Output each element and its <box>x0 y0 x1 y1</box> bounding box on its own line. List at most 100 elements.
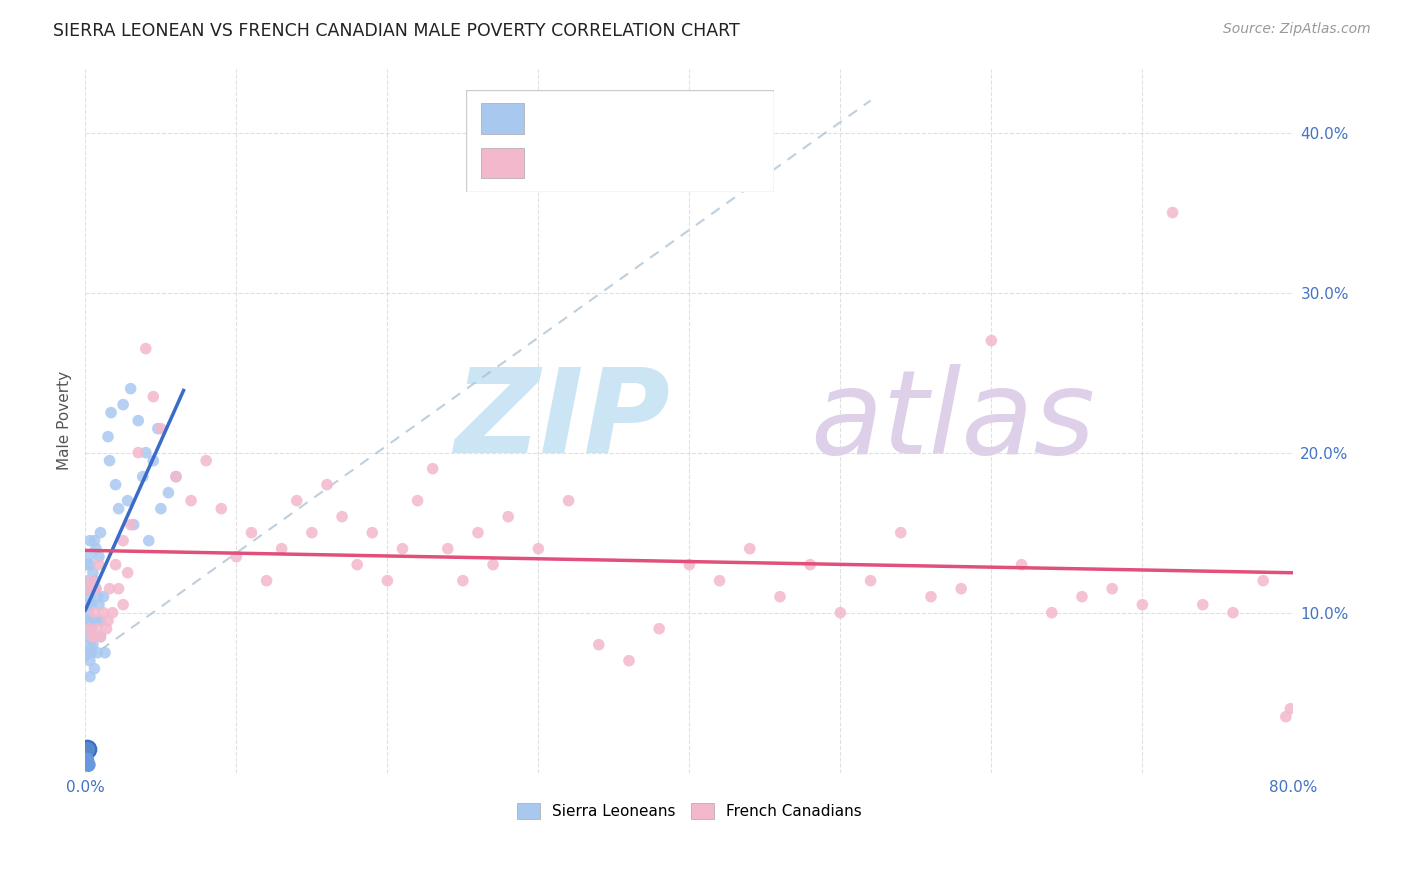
Text: ZIP: ZIP <box>454 363 671 478</box>
Point <box>82 614 104 628</box>
Point <box>330 509 353 524</box>
Point <box>149 501 172 516</box>
Point <box>1222 606 1244 620</box>
Point <box>346 558 368 572</box>
Point <box>77 574 100 588</box>
Point <box>496 509 519 524</box>
Point <box>122 517 145 532</box>
Point <box>93 590 115 604</box>
Point <box>76 582 98 596</box>
Point <box>1101 582 1123 596</box>
Point <box>120 517 142 532</box>
Point <box>82 638 104 652</box>
Point <box>77 582 100 596</box>
Point <box>165 469 187 483</box>
Point <box>82 630 104 644</box>
Point <box>1011 558 1033 572</box>
Point <box>678 558 700 572</box>
Text: SIERRA LEONEAN VS FRENCH CANADIAN MALE POVERTY CORRELATION CHART: SIERRA LEONEAN VS FRENCH CANADIAN MALE P… <box>53 22 740 40</box>
Point <box>1251 574 1274 588</box>
Point <box>76 558 98 572</box>
Point <box>165 469 187 483</box>
Point <box>180 493 202 508</box>
Text: atlas: atlas <box>810 364 1095 477</box>
Point <box>84 582 107 596</box>
Point <box>83 574 105 588</box>
Point <box>112 533 135 548</box>
Point <box>980 334 1002 348</box>
Point <box>98 582 121 596</box>
Point <box>422 461 444 475</box>
Point <box>436 541 458 556</box>
Point <box>79 654 101 668</box>
Point <box>87 558 110 572</box>
Point <box>270 541 292 556</box>
Point <box>1161 205 1184 219</box>
Point <box>361 525 384 540</box>
Point <box>83 533 105 548</box>
Point <box>86 646 108 660</box>
Point <box>79 558 101 572</box>
Point <box>256 574 278 588</box>
Y-axis label: Male Poverty: Male Poverty <box>58 371 72 470</box>
Point <box>138 533 160 548</box>
Point <box>1132 598 1154 612</box>
Point <box>82 630 104 644</box>
Point <box>120 382 142 396</box>
Point <box>769 590 792 604</box>
Point <box>1279 702 1302 716</box>
Point <box>84 582 107 596</box>
Point <box>77 606 100 620</box>
Point <box>406 493 429 508</box>
Point <box>127 445 149 459</box>
Point <box>830 606 852 620</box>
Point <box>79 622 101 636</box>
Point <box>617 654 640 668</box>
Point <box>482 558 505 572</box>
Point <box>467 525 489 540</box>
Point <box>79 670 101 684</box>
Point <box>135 342 157 356</box>
Point <box>89 525 111 540</box>
Point <box>86 622 108 636</box>
Point <box>127 414 149 428</box>
Legend: Sierra Leoneans, French Canadians: Sierra Leoneans, French Canadians <box>510 797 868 825</box>
Text: Source: ZipAtlas.com: Source: ZipAtlas.com <box>1223 22 1371 37</box>
Point <box>79 614 101 628</box>
Point <box>225 549 247 564</box>
Point <box>83 662 105 676</box>
Point <box>84 541 107 556</box>
Point <box>1040 606 1063 620</box>
Point <box>132 469 155 483</box>
Point <box>93 606 115 620</box>
Point <box>588 638 610 652</box>
Point <box>76 753 98 767</box>
Point <box>97 614 120 628</box>
Point <box>142 390 165 404</box>
Point <box>146 422 169 436</box>
Point <box>77 757 100 772</box>
Point <box>859 574 882 588</box>
Point <box>80 646 103 660</box>
Point <box>80 598 103 612</box>
Point <box>157 485 180 500</box>
Point <box>648 622 671 636</box>
Point <box>240 525 263 540</box>
Point <box>799 558 821 572</box>
Point <box>84 614 107 628</box>
Point <box>101 606 124 620</box>
Point <box>135 445 157 459</box>
Point <box>98 453 121 467</box>
Point <box>80 582 103 596</box>
Point <box>316 477 339 491</box>
Point <box>377 574 399 588</box>
Point <box>79 638 101 652</box>
Point <box>107 501 129 516</box>
Point <box>738 541 761 556</box>
Point <box>890 525 912 540</box>
Point <box>80 622 103 636</box>
Point <box>107 582 129 596</box>
Point <box>1071 590 1094 604</box>
Point <box>87 598 110 612</box>
Point <box>104 477 127 491</box>
